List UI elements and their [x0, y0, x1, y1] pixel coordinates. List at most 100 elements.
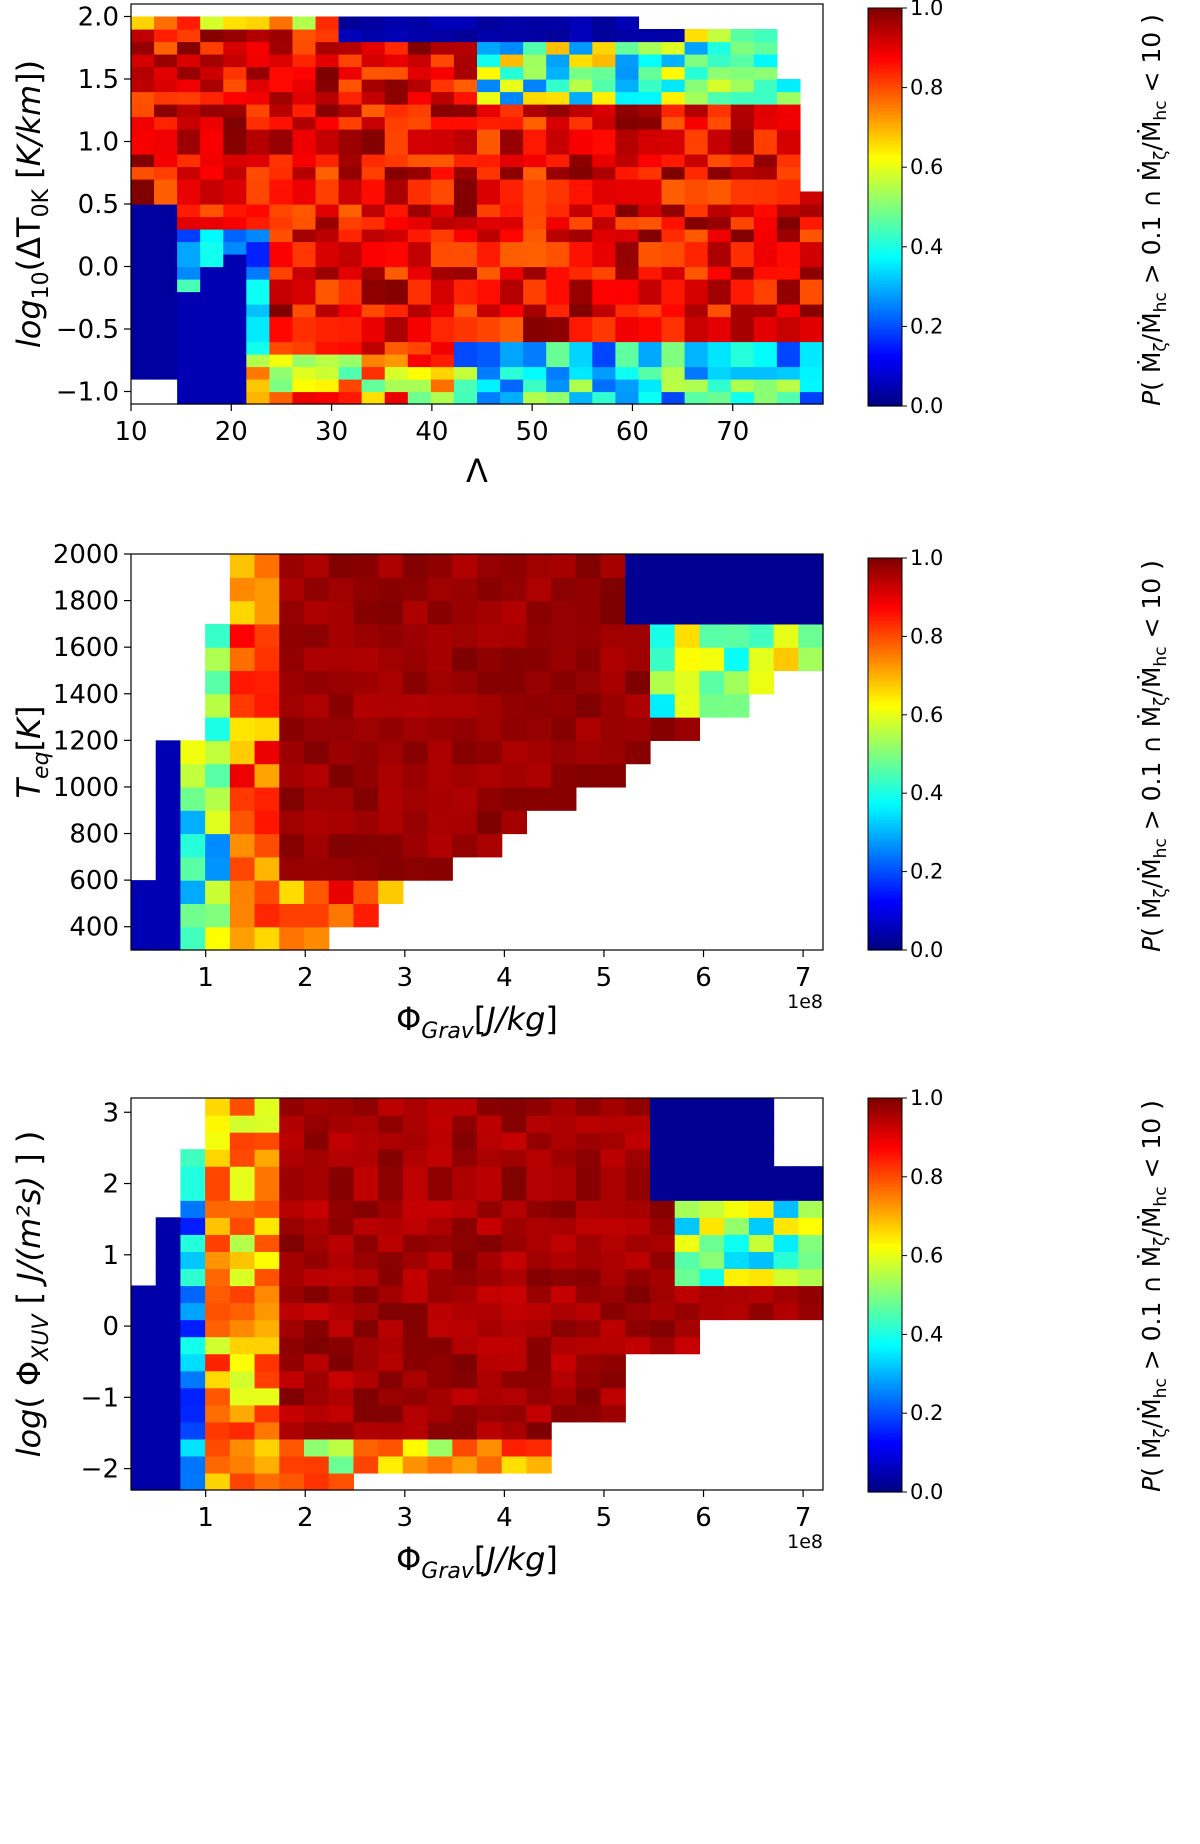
heatmap-cell	[338, 191, 363, 205]
heatmap-cell	[292, 91, 317, 105]
colorbar-step	[868, 389, 902, 394]
heatmap-cell	[453, 41, 478, 55]
heatmap-cell	[155, 833, 182, 858]
heatmap-cell	[430, 204, 455, 218]
heatmap-cell	[269, 29, 294, 43]
heatmap-cell	[254, 1217, 280, 1235]
heatmap-cell	[254, 1336, 280, 1355]
heatmap-cell	[600, 623, 626, 648]
heatmap-cell	[430, 254, 455, 268]
colorbar-step	[868, 806, 902, 811]
heatmap-cell	[328, 1268, 355, 1287]
heatmap-cells	[131, 554, 824, 951]
heatmap-cell	[353, 1200, 379, 1218]
heatmap-cell	[799, 266, 824, 280]
heatmap-cell	[223, 291, 247, 305]
colorbar-step	[868, 1245, 902, 1250]
heatmap-cell	[427, 1166, 453, 1184]
heatmap-cell	[304, 740, 330, 765]
heatmap-cell	[684, 166, 709, 180]
heatmap-cell	[615, 254, 640, 268]
heatmap-cell	[776, 91, 801, 105]
heatmap-cell	[501, 1268, 528, 1287]
colorbar-step	[868, 399, 902, 404]
heatmap-cell	[254, 880, 280, 905]
heatmap-cell	[279, 1234, 305, 1252]
heatmap-cell	[200, 391, 224, 405]
heatmap-cell	[292, 166, 317, 180]
heatmap-cell	[452, 1285, 478, 1304]
heatmap-cell	[407, 316, 432, 330]
colorbar-label: P( Ṁζ/Ṁhc > 0.1 ∩ Ṁζ/Ṁhc < 10 )	[1137, 560, 1171, 952]
heatmap-cell	[353, 693, 379, 718]
heatmap-cell	[229, 880, 256, 905]
heatmap-cell	[402, 1285, 429, 1304]
heatmap-cell	[730, 104, 755, 118]
colorbar-step	[868, 150, 902, 155]
heatmap-cell	[384, 366, 409, 380]
heatmap-cell	[131, 279, 155, 293]
heatmap-cell	[526, 786, 552, 811]
colorbar-step	[868, 1176, 902, 1181]
heatmap-cell	[223, 279, 247, 293]
heatmap-cell	[650, 717, 676, 741]
heatmap-cell	[526, 1336, 552, 1355]
heatmap-cell	[501, 717, 528, 741]
heatmap-cell	[315, 116, 340, 130]
heatmap-cell	[638, 291, 663, 305]
heatmap-cell	[269, 141, 294, 155]
heatmap-cell	[402, 600, 429, 625]
heatmap-cell	[279, 903, 305, 928]
heatmap-cell	[205, 1370, 231, 1389]
colorbar-step	[868, 1212, 902, 1217]
heatmap-cell	[748, 670, 775, 695]
heatmap-cell	[477, 1285, 503, 1304]
heatmap-cell	[407, 279, 432, 293]
heatmap-cell	[674, 1132, 701, 1150]
heatmap-cell	[453, 366, 478, 380]
heatmap-cell	[269, 66, 294, 80]
colorbar-step	[868, 1465, 902, 1470]
colorbar-step	[868, 1304, 902, 1309]
heatmap-cell	[328, 903, 355, 928]
heatmap-cell	[407, 116, 432, 130]
heatmap-cell	[200, 241, 224, 255]
heatmap-cell	[205, 903, 231, 928]
heatmap-cell	[453, 179, 478, 193]
heatmap-cell	[776, 216, 801, 230]
heatmap-cell	[246, 41, 270, 55]
heatmap-cell	[177, 116, 201, 130]
heatmap-cell	[427, 1098, 453, 1116]
heatmap-cell	[254, 1132, 280, 1150]
heatmap-cell	[402, 1336, 429, 1355]
heatmap-cell	[131, 116, 155, 130]
heatmap-cell	[477, 1200, 503, 1218]
heatmap-cell	[707, 304, 732, 318]
heatmap-cell	[551, 1302, 577, 1321]
heatmap-cell	[615, 54, 640, 68]
heatmap-cell	[402, 1251, 429, 1270]
heatmap-cell	[254, 833, 280, 858]
heatmap-cell	[427, 1200, 453, 1218]
heatmap-cell	[200, 104, 224, 118]
heatmap-cell	[131, 1336, 157, 1355]
heatmap-cell	[131, 266, 155, 280]
heatmap-cell	[674, 1251, 701, 1270]
y-tick-label: 600	[69, 866, 119, 896]
colorbar-step	[868, 1354, 902, 1358]
heatmap-cell	[229, 1234, 256, 1252]
heatmap-cell	[523, 354, 547, 368]
heatmap-cell	[477, 129, 501, 143]
heatmap-cell	[453, 154, 478, 168]
heatmap-cell	[753, 279, 778, 293]
heatmap-cell	[477, 1166, 503, 1184]
heatmap-cell	[730, 304, 755, 318]
heatmap-cell	[338, 41, 363, 55]
heatmap-cell	[131, 1370, 157, 1389]
heatmap-cell	[328, 880, 355, 905]
heatmap-cell	[730, 29, 755, 43]
heatmap-cell	[131, 1404, 157, 1423]
heatmap-cell	[661, 291, 686, 305]
heatmap-cell	[246, 91, 270, 105]
heatmap-cell	[427, 1132, 453, 1150]
